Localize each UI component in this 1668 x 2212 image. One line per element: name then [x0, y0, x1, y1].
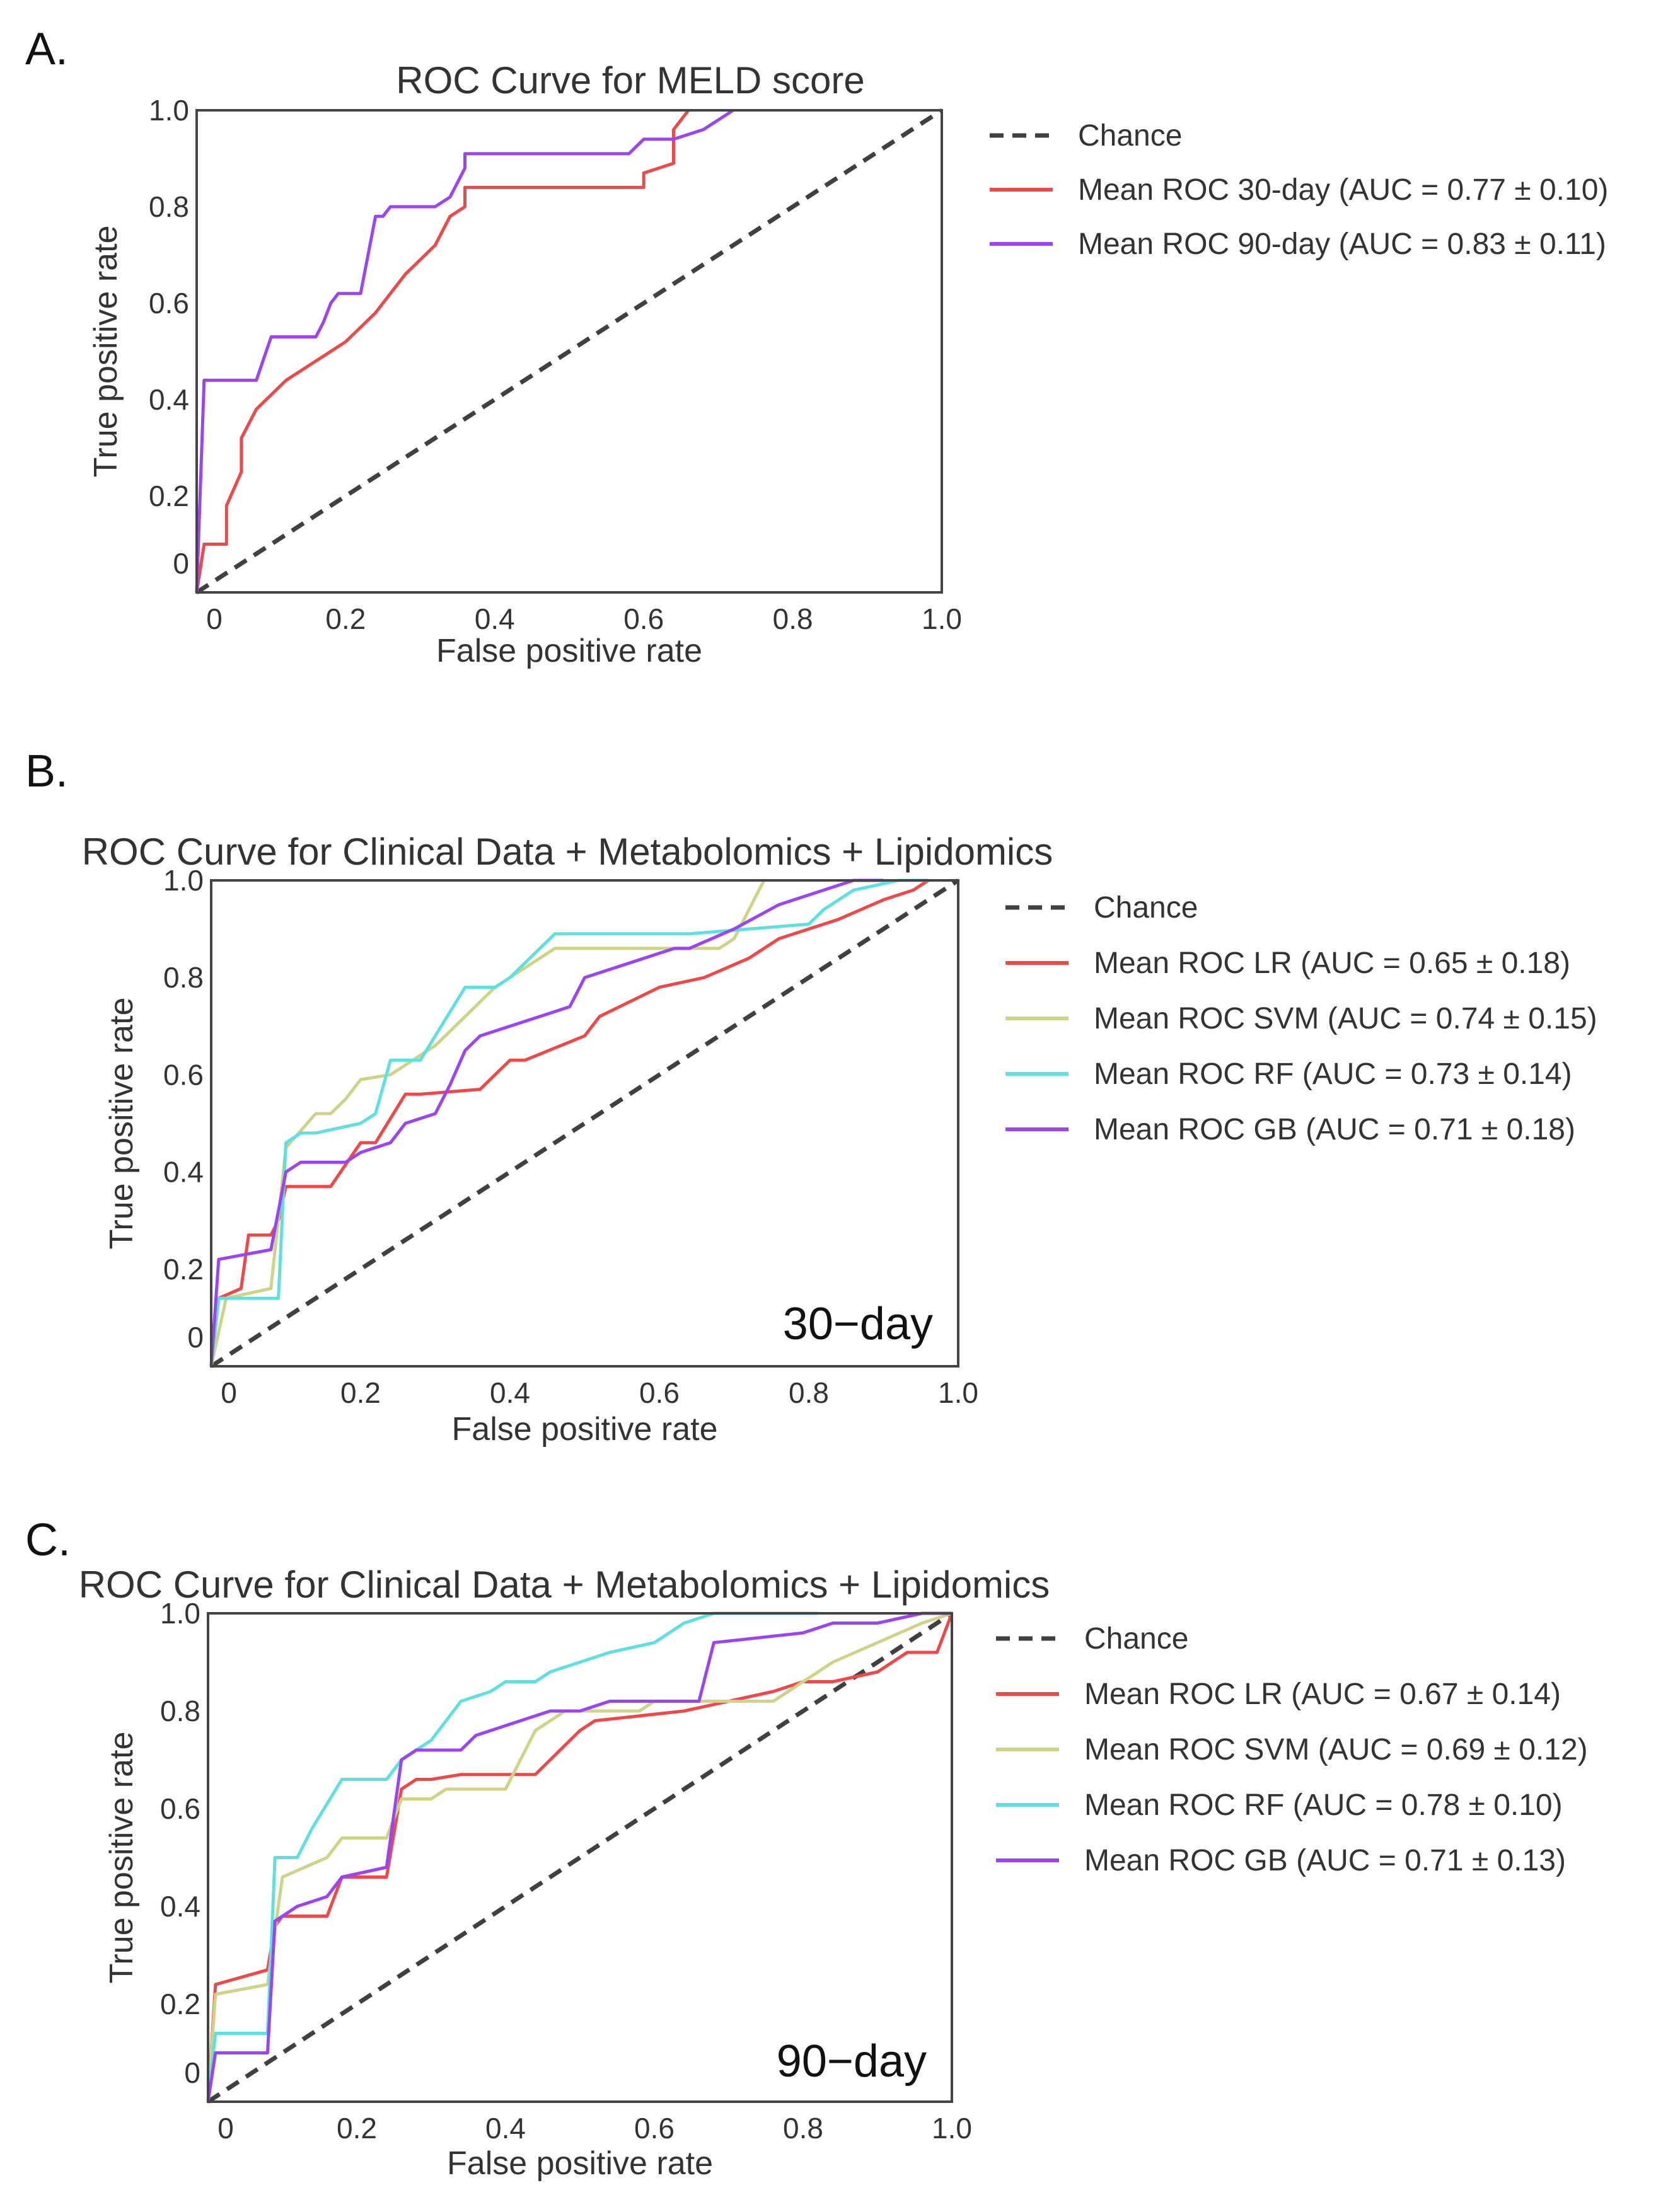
y-tick-label: 0.6 [160, 1792, 200, 1825]
legend-entry: Mean ROC LR (AUC = 0.65 ± 0.18) [1094, 947, 1570, 980]
panel-label: A. [25, 24, 68, 74]
roc-line-3 [209, 878, 929, 1367]
x-axis-label: False positive rate [452, 1411, 718, 1448]
roc-line-1 [209, 878, 929, 1367]
x-tick-label: 0.2 [325, 602, 366, 635]
panel-label: C. [25, 1515, 71, 1565]
roc-line-2 [209, 879, 766, 1367]
legend-entry: Chance [1078, 119, 1182, 153]
legend-entry: Chance [1084, 1622, 1188, 1656]
x-tick-label: 0 [206, 602, 223, 635]
y-axis-label: True positive rate [103, 1732, 140, 1984]
chance-line [207, 1611, 953, 2104]
plot-frame [195, 109, 943, 594]
roc-line-1 [195, 109, 690, 593]
y-tick-label: 0.8 [160, 1695, 200, 1727]
roc-line-2 [206, 1611, 953, 2102]
x-tick-label: 0.4 [475, 602, 515, 635]
y-tick-label: 0.8 [163, 961, 204, 994]
y-tick-label: 0 [173, 547, 189, 580]
x-tick-label: 0 [221, 1376, 237, 1409]
series-lines [206, 1611, 954, 2104]
y-tick-label: 0.8 [149, 190, 189, 223]
legend: Chance Mean ROC LR (AUC = 0.65 ± 0.18) Mea… [1005, 891, 1597, 1146]
legend-entry: Mean ROC RF (AUC = 0.73 ± 0.14) [1094, 1057, 1572, 1091]
plot-frame [207, 1612, 953, 2103]
chart-title: ROC Curve for Clinical Data + Metabolomi… [79, 1564, 1050, 1606]
x-tick-label: 0 [217, 2112, 234, 2145]
y-tick-label: 0.2 [163, 1253, 204, 1286]
legend-entry: Mean ROC 30-day (AUC = 0.77 ± 0.10) [1078, 173, 1608, 207]
roc-line-4 [206, 1611, 952, 2102]
y-tick-label: 0.6 [163, 1058, 204, 1091]
series-lines [209, 878, 959, 1368]
legend: Chance Mean ROC LR (AUC = 0.67 ± 0.14) Mea… [996, 1622, 1588, 1877]
x-tick-label: 0.8 [789, 1376, 829, 1409]
chance-line [210, 878, 959, 1368]
x-tick-label: 0.4 [490, 1376, 530, 1409]
roc-line-4 [209, 878, 884, 1367]
legend-entry: Mean ROC GB (AUC = 0.71 ± 0.18) [1094, 1113, 1575, 1146]
x-axis-label: False positive rate [436, 633, 702, 669]
legend-entry: Mean ROC RF (AUC = 0.78 ± 0.10) [1084, 1789, 1563, 1822]
legend: Chance Mean ROC 30-day (AUC = 0.77 ± 0.10… [990, 119, 1608, 261]
x-tick-label: 0.6 [634, 2112, 675, 2145]
y-tick-label: 0 [184, 2056, 200, 2089]
horizon-annotation: 30−day [783, 1299, 933, 1349]
roc-panel-1: B. ROC Curve for Clinical Data + Metabolo… [25, 746, 1597, 1448]
y-tick-label: 1.0 [163, 864, 204, 897]
series-lines [195, 108, 943, 594]
y-tick-label: 1.0 [149, 94, 189, 127]
y-tick-label: 0.4 [160, 1890, 200, 1923]
x-tick-label: 1.0 [932, 2112, 972, 2145]
x-tick-label: 0.2 [337, 2112, 377, 2145]
y-tick-label: 1.0 [160, 1597, 200, 1630]
y-tick-label: 0 [187, 1321, 204, 1354]
legend-entry: Mean ROC SVM (AUC = 0.74 ± 0.15) [1094, 1002, 1597, 1035]
legend-entry: Mean ROC LR (AUC = 0.67 ± 0.14) [1084, 1678, 1561, 1711]
x-tick-label: 0.2 [340, 1376, 381, 1409]
y-tick-label: 0.2 [149, 480, 189, 512]
chart-title: ROC Curve for Clinical Data + Metabolomi… [82, 831, 1053, 873]
y-axis-label: True positive rate [103, 998, 140, 1250]
x-tick-label: 1.0 [922, 602, 962, 635]
horizon-annotation: 90−day [777, 2036, 927, 2087]
x-tick-label: 1.0 [938, 1376, 978, 1409]
legend-entry: Mean ROC SVM (AUC = 0.69 ± 0.12) [1084, 1733, 1588, 1766]
chance-line [195, 108, 943, 594]
legend-entry: Mean ROC 90-day (AUC = 0.83 ± 0.11) [1078, 228, 1606, 261]
x-axis-label: False positive rate [447, 2145, 713, 2182]
roc-line-2 [195, 108, 734, 593]
roc-panel-2: C.ROC Curve for Clinical Data + Metabolo… [25, 1515, 1588, 2182]
roc-line-3 [206, 1611, 818, 2102]
y-tick-label: 0.4 [149, 383, 189, 416]
plot-frame [210, 879, 959, 1368]
y-tick-label: 0.6 [149, 287, 189, 320]
chart-title: ROC Curve for MELD score [396, 59, 865, 101]
legend-entry: Mean ROC GB (AUC = 0.71 ± 0.13) [1084, 1844, 1566, 1877]
panel-label: B. [25, 746, 68, 797]
x-tick-label: 0.8 [783, 2112, 823, 2145]
y-axis-label: True positive rate [88, 226, 124, 478]
x-tick-label: 0.4 [485, 2112, 526, 2145]
legend-entry: Chance [1094, 891, 1198, 925]
x-tick-label: 0.6 [639, 1376, 680, 1409]
roc-panel-0: A. ROC Curve for MELD score 0 0.2 0.4 0.6 0.8 1… [25, 24, 1608, 669]
x-tick-label: 0.8 [773, 602, 813, 635]
y-tick-label: 0.4 [163, 1156, 204, 1189]
y-tick-label: 0.2 [160, 1988, 200, 2020]
x-tick-label: 0.6 [623, 602, 664, 635]
